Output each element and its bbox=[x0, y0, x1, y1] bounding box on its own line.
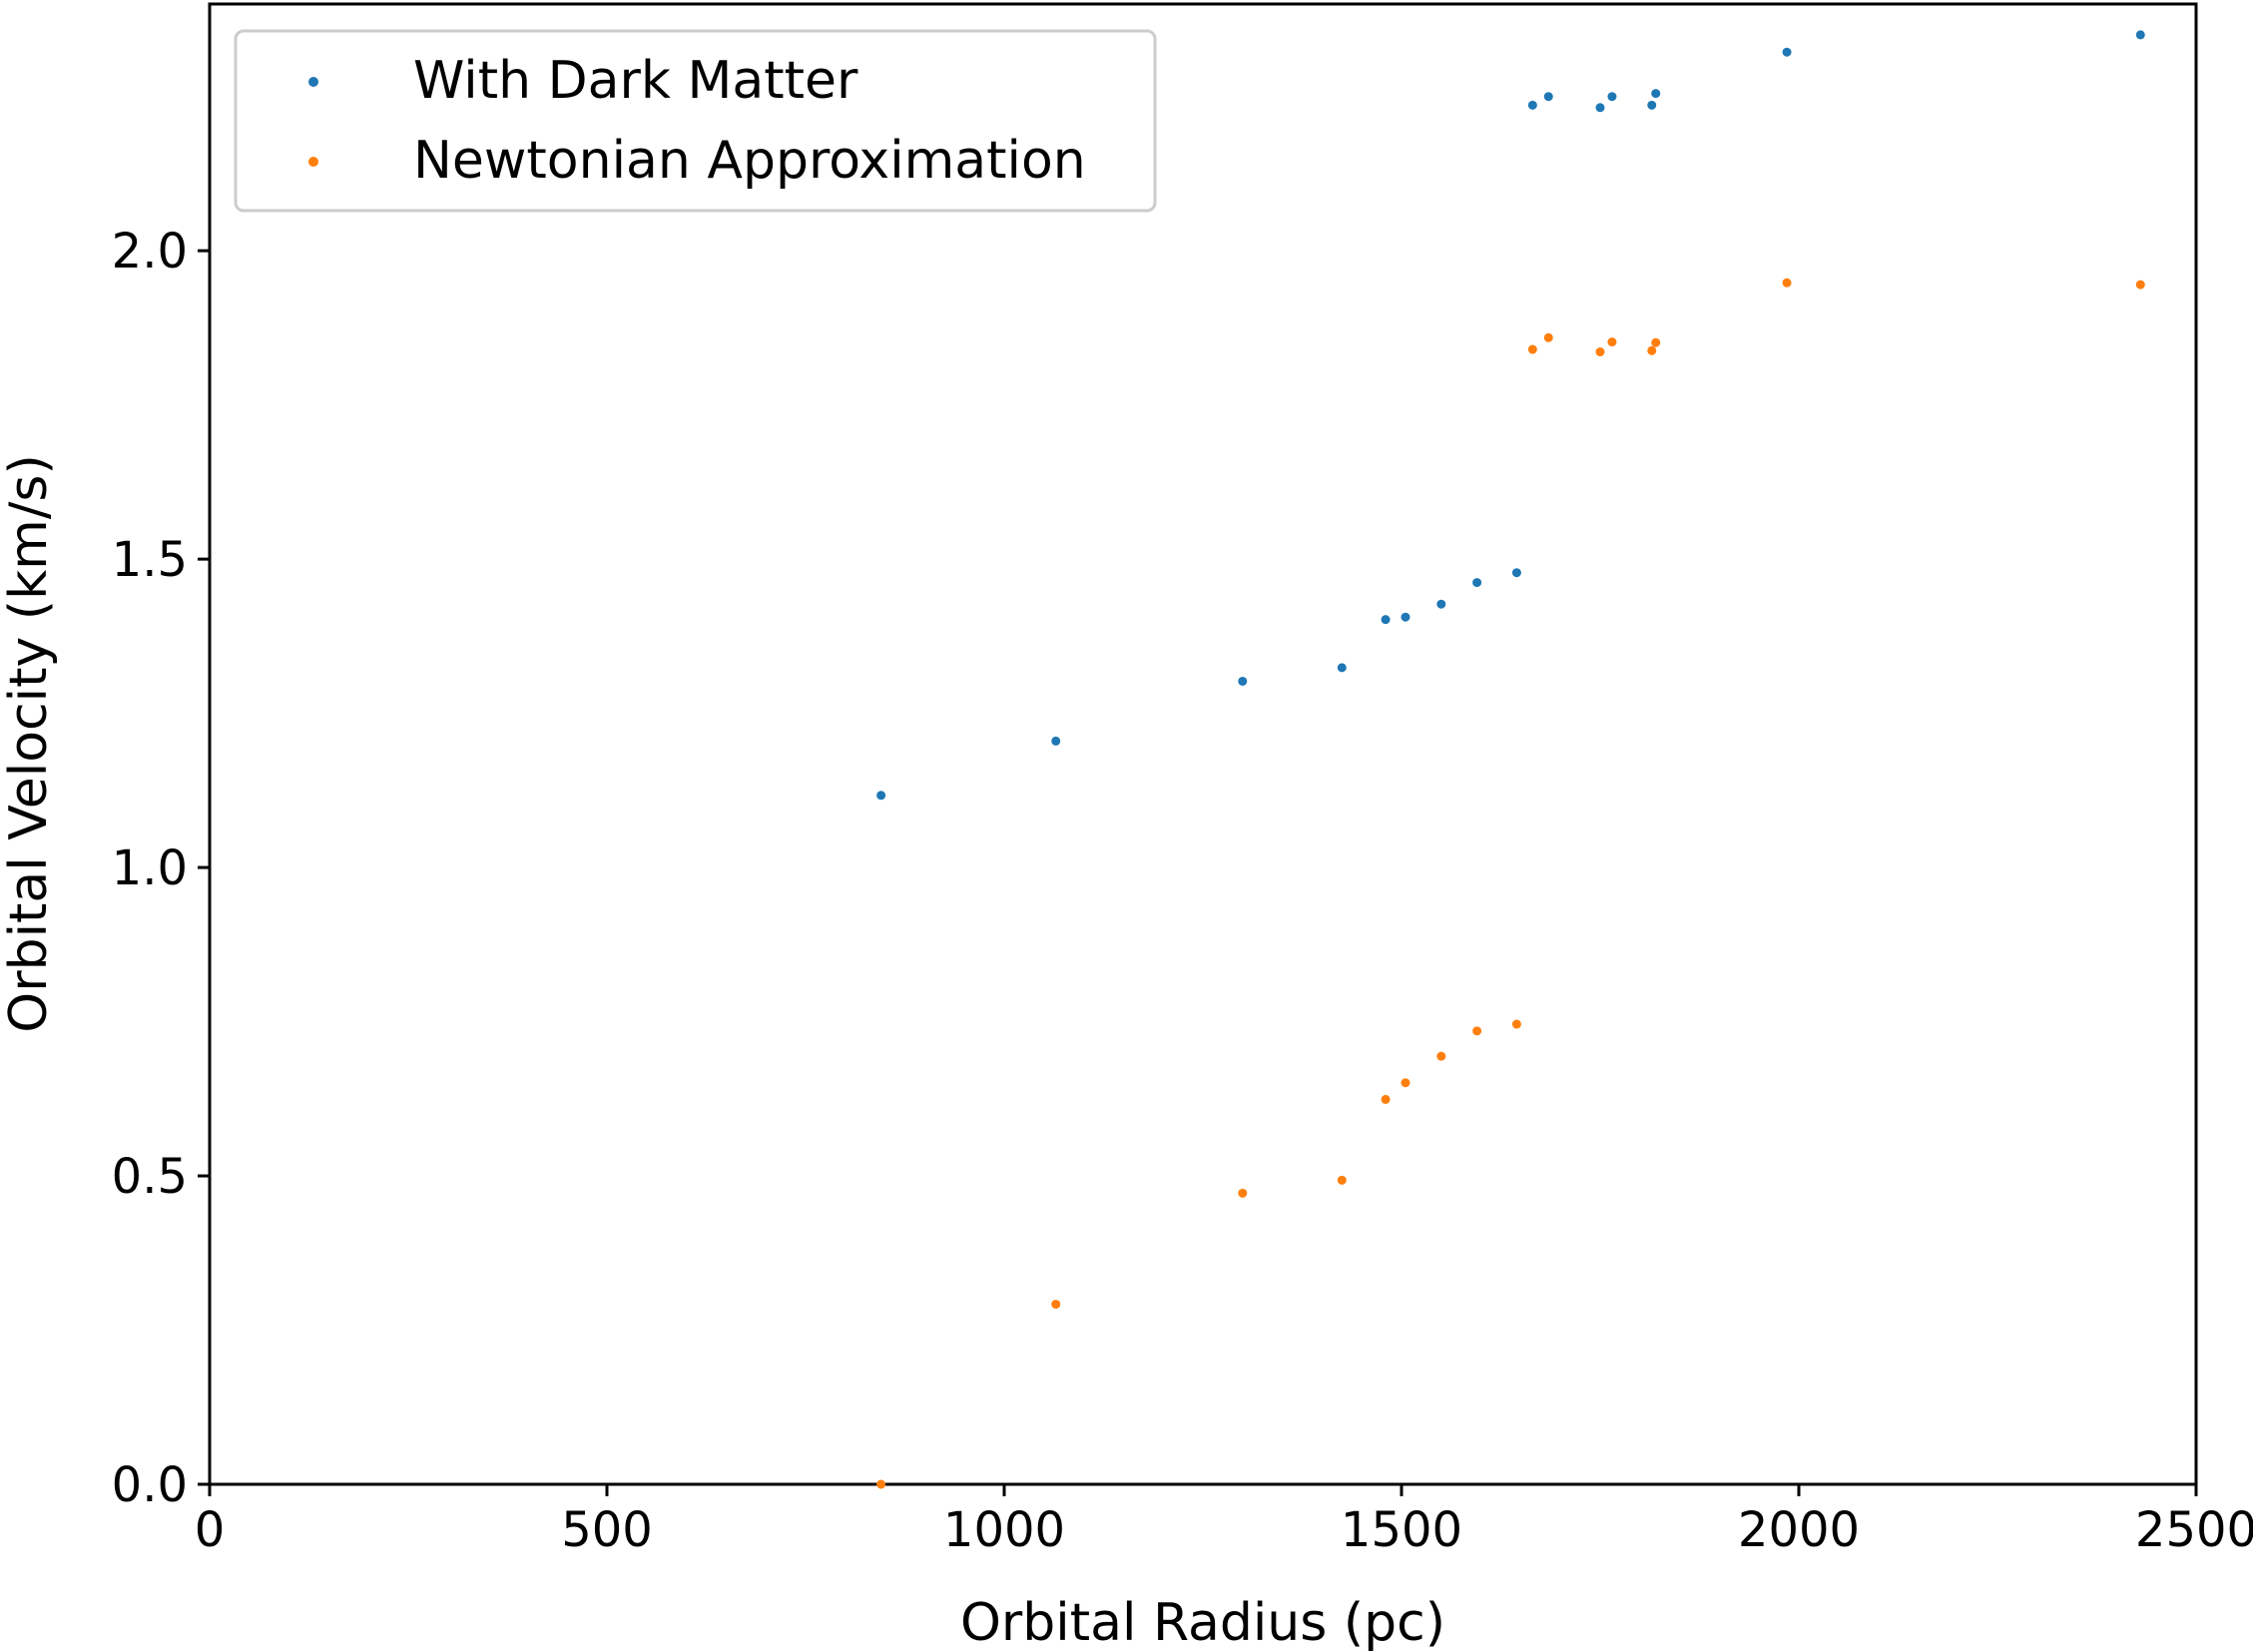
data-point-dark-matter bbox=[1401, 612, 1410, 622]
data-point-dark-matter bbox=[1782, 47, 1792, 57]
legend-label-newtonian: Newtonian Approximation bbox=[413, 131, 1086, 191]
data-point-newtonian bbox=[1401, 1078, 1410, 1088]
data-point-dark-matter bbox=[1607, 92, 1617, 102]
data-point-newtonian bbox=[1782, 277, 1792, 287]
data-point-dark-matter bbox=[1472, 578, 1482, 588]
x-tick-label: 0 bbox=[195, 1502, 226, 1558]
data-point-dark-matter bbox=[1543, 92, 1553, 102]
y-axis-ticks: 0.0 0.5 1.0 1.5 2.0 bbox=[112, 224, 210, 1513]
y-tick-label: 0.5 bbox=[112, 1149, 188, 1205]
legend-box bbox=[234, 29, 1157, 213]
x-axis-label: Orbital Radius (pc) bbox=[960, 1593, 1445, 1652]
data-point-dark-matter bbox=[876, 791, 886, 801]
data-point-dark-matter bbox=[1381, 615, 1391, 625]
x-tick-label: 2500 bbox=[2135, 1502, 2253, 1558]
data-point-dark-matter bbox=[1238, 676, 1248, 686]
plot-area-frame bbox=[208, 2, 2198, 1486]
data-point-dark-matter bbox=[1511, 568, 1521, 578]
data-point-dark-matter bbox=[1337, 663, 1347, 673]
x-tick-label: 1500 bbox=[1341, 1502, 1462, 1558]
data-point-dark-matter bbox=[1527, 100, 1537, 110]
y-tick-label: 2.0 bbox=[112, 224, 188, 279]
y-tick-label: 0.0 bbox=[112, 1457, 188, 1513]
data-point-newtonian bbox=[1607, 337, 1617, 347]
data-point-newtonian bbox=[1647, 345, 1657, 355]
x-tick-label: 1000 bbox=[943, 1502, 1065, 1558]
data-point-dark-matter bbox=[1051, 736, 1061, 746]
data-points bbox=[876, 30, 2145, 1489]
data-point-newtonian bbox=[876, 1479, 886, 1489]
data-point-newtonian bbox=[1436, 1051, 1446, 1061]
legend-marker-newtonian bbox=[308, 157, 318, 167]
data-point-dark-matter bbox=[2135, 30, 2145, 40]
data-point-newtonian bbox=[1381, 1094, 1391, 1104]
legend: With Dark Matter Newtonian Approximation bbox=[234, 29, 1157, 213]
y-axis-label: Orbital Velocity (km/s) bbox=[0, 454, 59, 1032]
x-tick-label: 2000 bbox=[1738, 1502, 1860, 1558]
data-point-newtonian bbox=[1472, 1026, 1482, 1036]
data-point-newtonian bbox=[1337, 1175, 1347, 1185]
data-point-newtonian bbox=[2135, 279, 2145, 289]
data-point-newtonian bbox=[1651, 337, 1661, 347]
data-point-newtonian bbox=[1051, 1300, 1061, 1310]
data-point-dark-matter bbox=[1651, 89, 1661, 99]
data-point-dark-matter bbox=[1647, 100, 1657, 110]
x-tick-label: 500 bbox=[561, 1502, 653, 1558]
data-point-dark-matter bbox=[1595, 103, 1605, 113]
data-point-newtonian bbox=[1595, 347, 1605, 357]
y-tick-label: 1.0 bbox=[112, 840, 188, 896]
data-point-newtonian bbox=[1543, 332, 1553, 342]
data-point-dark-matter bbox=[1436, 599, 1446, 609]
data-point-newtonian bbox=[1238, 1188, 1248, 1198]
data-point-newtonian bbox=[1511, 1019, 1521, 1029]
y-tick-label: 1.5 bbox=[112, 532, 188, 588]
legend-label-dark-matter: With Dark Matter bbox=[413, 51, 858, 111]
x-axis-ticks: 0 500 1000 1500 2000 2500 bbox=[195, 1484, 2253, 1558]
legend-marker-dark-matter bbox=[308, 77, 318, 87]
data-point-newtonian bbox=[1527, 344, 1537, 354]
